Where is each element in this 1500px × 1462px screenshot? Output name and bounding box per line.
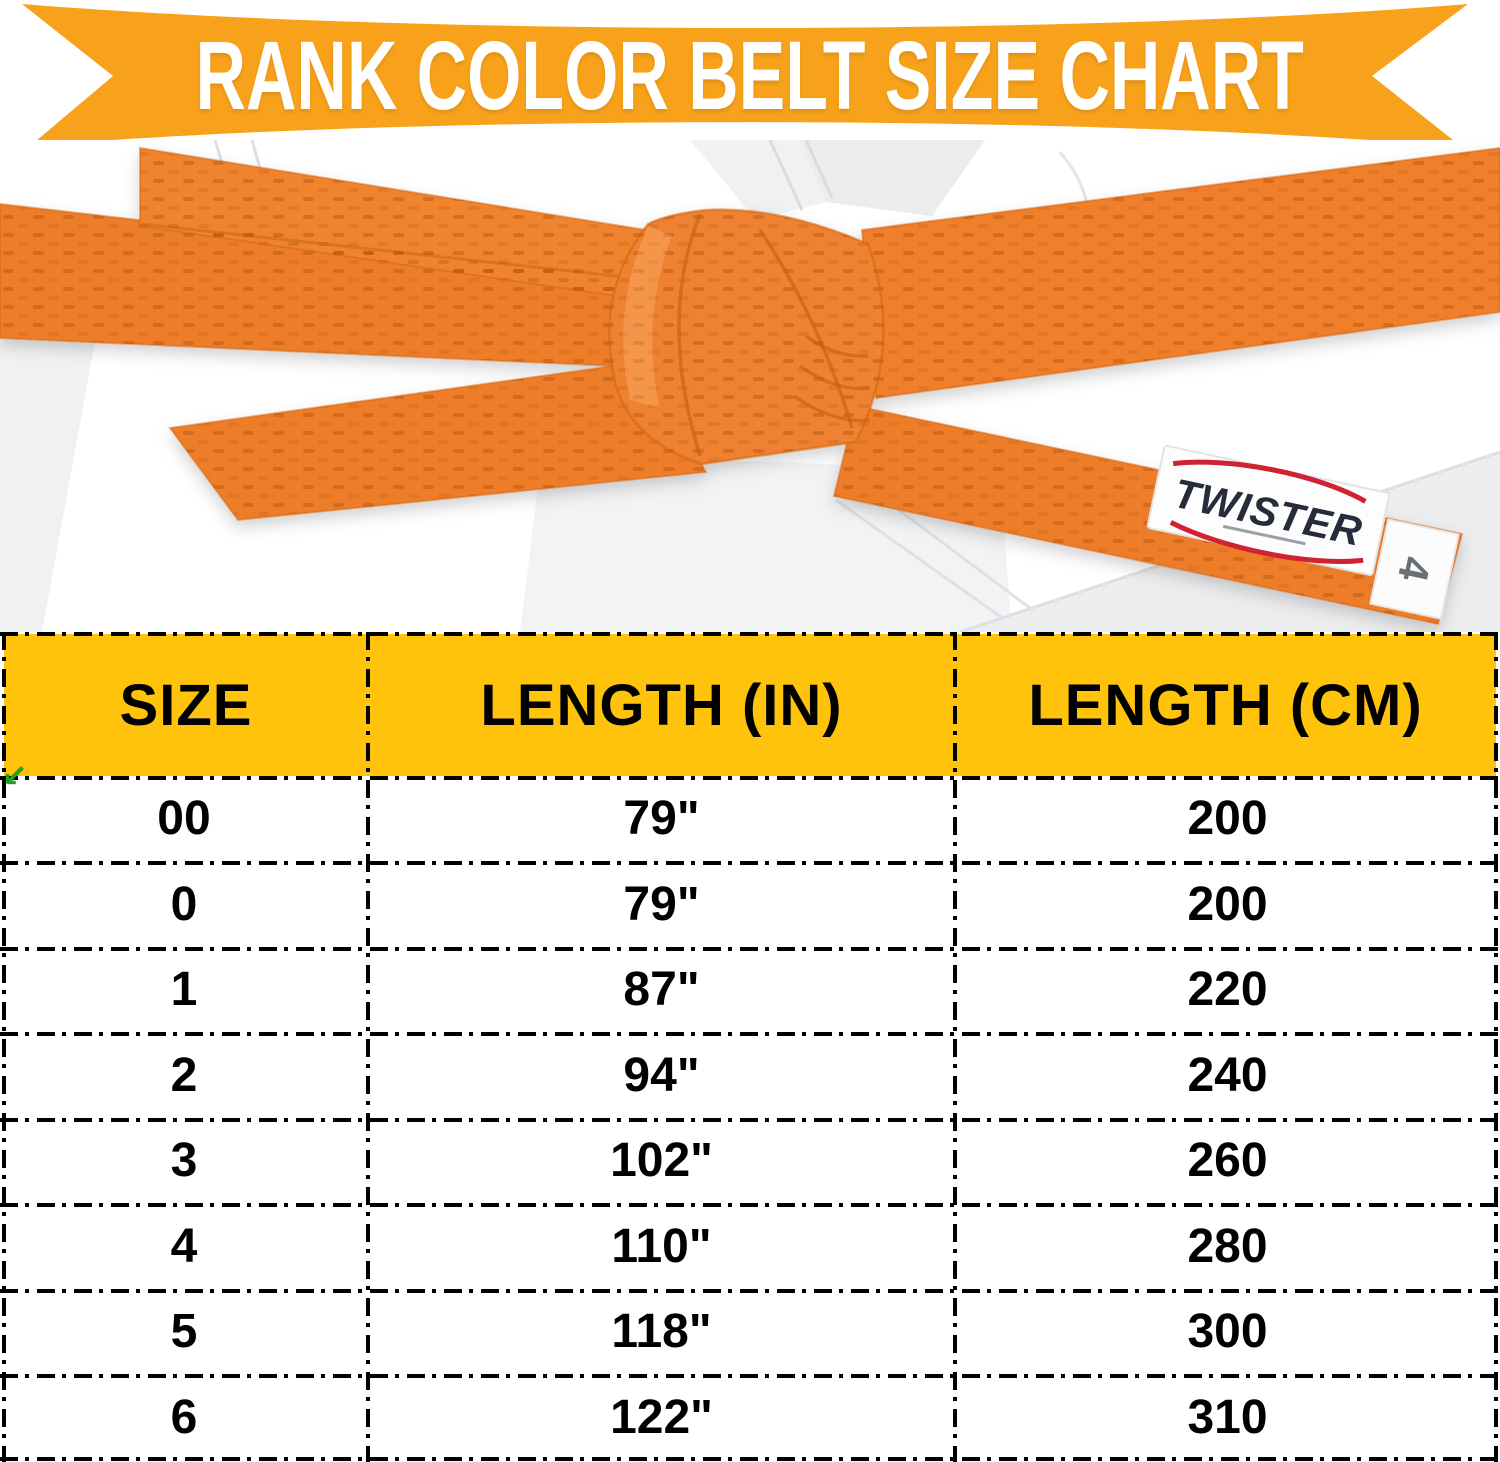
row-7-length-cm: 310 bbox=[1187, 1390, 1268, 1444]
ribbon-path bbox=[22, 4, 1468, 147]
row-3-length-in: 94" bbox=[623, 1048, 700, 1102]
belt-photo: TWISTER 4 bbox=[0, 139, 1500, 634]
belt-knot bbox=[608, 208, 885, 466]
table-border-row1 bbox=[0, 861, 1500, 865]
row-0-length-in: 79" bbox=[623, 792, 700, 846]
table-border-row5 bbox=[0, 1203, 1500, 1207]
header-size: SIZE bbox=[119, 672, 253, 738]
row-6-length-cm: 300 bbox=[1187, 1305, 1268, 1359]
banner: RANK COLOR BELT SIZE CHART bbox=[0, 0, 1500, 152]
label-red-swoosh-bottom bbox=[1169, 520, 1364, 564]
row-7-size: 6 bbox=[170, 1390, 198, 1444]
row-0-size: 00 bbox=[157, 792, 211, 846]
row-5-size: 4 bbox=[170, 1219, 198, 1273]
header-length-in: LENGTH (IN) bbox=[480, 672, 843, 738]
row-3-size: 2 bbox=[170, 1048, 198, 1102]
table-border-right bbox=[1494, 632, 1498, 1462]
row-5-length-cm: 280 bbox=[1187, 1219, 1268, 1273]
label-red-swoosh-top bbox=[1172, 459, 1367, 504]
row-2-length-cm: 220 bbox=[1187, 963, 1268, 1017]
banner-ribbon-shape bbox=[22, 4, 1468, 147]
banner-title-wrap: RANK COLOR BELT SIZE CHART bbox=[0, 16, 1500, 136]
table-border-row3 bbox=[0, 1032, 1500, 1036]
row-1-size: 0 bbox=[170, 877, 198, 931]
row-1-length-in: 79" bbox=[623, 877, 700, 931]
table-divider-col2 bbox=[953, 632, 957, 1462]
size-chart-body: 00 79" 200 0 79" 200 1 87" 220 2 94" 240… bbox=[0, 776, 1500, 1462]
table-border-row4 bbox=[0, 1118, 1500, 1122]
row-2-size: 1 bbox=[170, 963, 198, 1017]
table-divider-col1 bbox=[366, 632, 370, 1462]
table-border-row7 bbox=[0, 1374, 1500, 1378]
row-6-size: 5 bbox=[170, 1305, 198, 1359]
table-border-row6 bbox=[0, 1289, 1500, 1293]
green-corner-arrow-icon: ↙ bbox=[2, 760, 28, 793]
table-border-bottom bbox=[0, 1457, 1500, 1461]
table-border-top bbox=[0, 632, 1500, 636]
header-length-cm: LENGTH (CM) bbox=[1028, 672, 1423, 738]
row-4-size: 3 bbox=[170, 1134, 198, 1188]
orange-belt bbox=[0, 147, 1500, 625]
belt-photo-svg: TWISTER 4 bbox=[0, 139, 1500, 634]
banner-title: RANK COLOR BELT SIZE CHART bbox=[195, 21, 1305, 130]
row-3-length-cm: 240 bbox=[1187, 1048, 1268, 1102]
table-border-header-bottom bbox=[0, 776, 1500, 780]
size-chart-header-row: SIZE LENGTH (IN) LENGTH (CM) bbox=[4, 634, 1496, 776]
table-border-row2 bbox=[0, 947, 1500, 951]
row-0-length-cm: 200 bbox=[1187, 792, 1268, 846]
table-border-left bbox=[2, 632, 6, 1462]
row-2-length-in: 87" bbox=[623, 963, 700, 1017]
row-4-length-cm: 260 bbox=[1187, 1134, 1268, 1188]
row-5-length-in: 110" bbox=[611, 1219, 712, 1273]
row-6-length-in: 118" bbox=[611, 1305, 712, 1359]
size-tag: 4 bbox=[1369, 518, 1460, 620]
row-1-length-cm: 200 bbox=[1187, 877, 1268, 931]
row-7-length-in: 122" bbox=[610, 1390, 713, 1444]
row-4-length-in: 102" bbox=[610, 1134, 713, 1188]
